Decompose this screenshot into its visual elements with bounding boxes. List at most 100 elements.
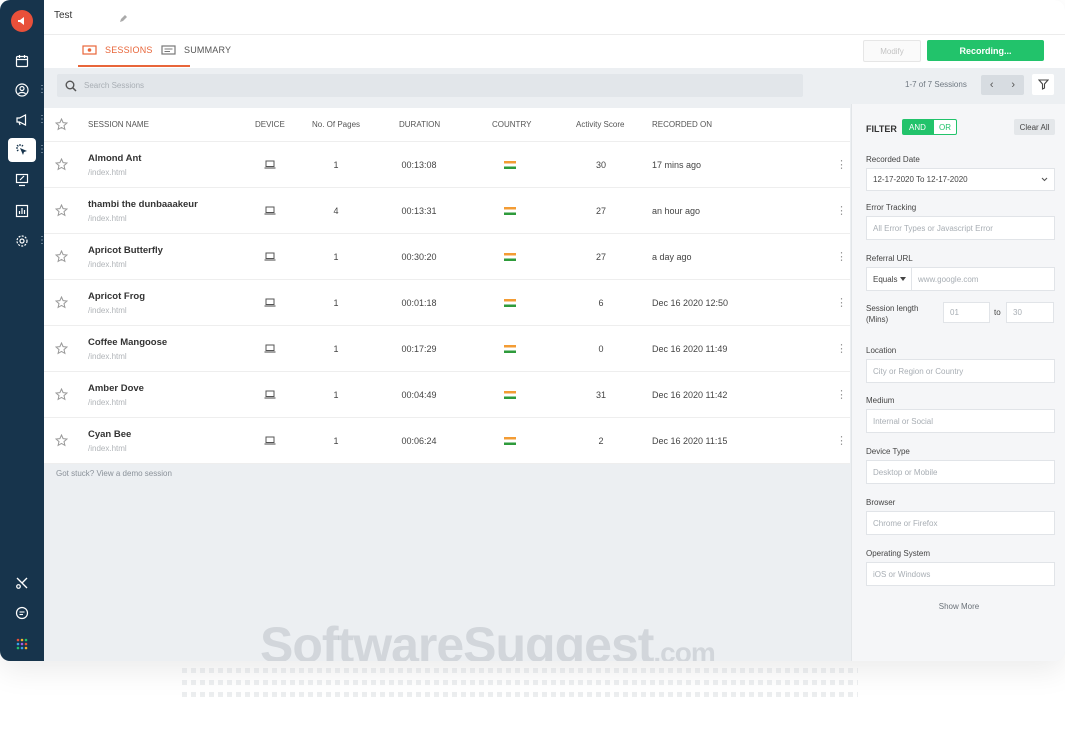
sidebar-item-apps[interactable] [8, 632, 36, 656]
medium-input[interactable]: Internal or Social [866, 409, 1055, 433]
star-icon[interactable] [55, 326, 68, 371]
sidebar-more-dots[interactable]: ⋮ [37, 84, 47, 95]
col-pages[interactable]: No. Of Pages [312, 120, 361, 129]
session-length-to[interactable]: 30 [1006, 302, 1054, 323]
sidebar-more-dots[interactable]: ⋮ [37, 144, 47, 155]
page-title[interactable]: Test [54, 10, 73, 21]
sidebar-item-screens[interactable] [8, 168, 36, 192]
activity-score: 27 [595, 205, 606, 216]
session-name-cell[interactable]: Amber Dove /index.html [88, 372, 144, 417]
row-menu-icon[interactable]: ⋮ [836, 205, 847, 217]
help-link[interactable]: Got stuck? View a demo session [56, 469, 172, 478]
search-input[interactable]: Search Sessions [84, 81, 145, 90]
session-name[interactable]: Coffee Mangoose [88, 336, 168, 348]
session-name-cell[interactable]: Apricot Butterfly /index.html [88, 234, 163, 279]
row-menu-icon[interactable]: ⋮ [836, 389, 847, 401]
country-flag-india-icon [498, 188, 522, 233]
sidebar-item-settings[interactable] [8, 229, 36, 253]
star-icon[interactable] [55, 142, 68, 187]
recorded-date-value: 12-17-2020 To 12-17-2020 [873, 175, 968, 184]
session-name[interactable]: Cyan Bee [88, 428, 132, 440]
row-menu-icon[interactable]: ⋮ [836, 435, 847, 447]
sidebar-item-users[interactable] [8, 78, 36, 102]
recorded-on: Dec 16 2020 12:50 [652, 297, 729, 308]
row-menu-icon[interactable]: ⋮ [836, 251, 847, 263]
edit-pencil-icon[interactable] [119, 10, 128, 28]
laptop-icon [262, 326, 278, 371]
duration: 00:04:49 [401, 389, 437, 400]
session-name[interactable]: Amber Dove [88, 382, 144, 394]
session-name[interactable]: Apricot Butterfly [88, 244, 163, 256]
laptop-icon [262, 142, 278, 187]
star-icon[interactable] [55, 280, 68, 325]
search-bar[interactable]: Search Sessions [57, 74, 803, 97]
session-name-cell[interactable]: Almond Ant /index.html [88, 142, 141, 187]
sidebar-more-dots[interactable]: ⋮ [37, 114, 47, 125]
session-count: 1-7 of 7 Sessions [905, 80, 967, 89]
sidebar-item-campaigns[interactable] [8, 108, 36, 132]
recorded-on: a day ago [652, 251, 692, 262]
sidebar-item-calendar[interactable] [8, 49, 36, 73]
col-device[interactable]: DEVICE [255, 120, 285, 129]
tab-sessions[interactable]: SESSIONS [82, 45, 153, 55]
laptop-icon [262, 280, 278, 325]
filter-or-toggle[interactable]: OR [933, 119, 957, 135]
session-name-cell[interactable]: Cyan Bee /index.html [88, 418, 131, 463]
star-icon[interactable] [55, 418, 68, 463]
recording-button[interactable]: Recording... [927, 40, 1044, 61]
device-type-input[interactable]: Desktop or Mobile [866, 460, 1055, 484]
sidebar-item-reports[interactable] [8, 199, 36, 223]
modify-button[interactable]: Modify [863, 40, 921, 62]
row-menu-icon[interactable]: ⋮ [836, 297, 847, 309]
country-flag-india-icon [498, 326, 522, 371]
star-icon[interactable] [55, 188, 68, 233]
filter-and-toggle[interactable]: AND [902, 119, 933, 135]
star-all-icon[interactable] [55, 108, 68, 141]
filter-funnel-icon [1037, 79, 1049, 90]
sidebar-more-dots[interactable]: ⋮ [37, 235, 47, 246]
session-name-cell[interactable]: Coffee Mangoose /index.html [88, 326, 167, 371]
star-icon[interactable] [55, 372, 68, 417]
session-length-from[interactable]: 01 [943, 302, 990, 323]
table-row[interactable]: Amber Dove /index.html 1 00:04:49 31 Dec… [44, 372, 850, 418]
col-duration[interactable]: DURATION [399, 120, 441, 129]
session-name[interactable]: Almond Ant [88, 152, 142, 164]
sidebar-item-feedback[interactable] [8, 601, 36, 625]
table-row[interactable]: Almond Ant /index.html 1 00:13:08 30 17 … [44, 142, 850, 188]
table-row[interactable]: Coffee Mangoose /index.html 1 00:17:29 0… [44, 326, 850, 372]
col-recorded-on[interactable]: RECORDED ON [652, 120, 713, 129]
filter-toggle-button[interactable] [1032, 74, 1054, 95]
col-session-name[interactable]: SESSION NAME [88, 120, 149, 129]
table-row[interactable]: Apricot Butterfly /index.html 1 00:30:20… [44, 234, 850, 280]
prev-page-button[interactable]: ‹ [989, 79, 994, 91]
brand-logo[interactable] [11, 10, 33, 32]
session-name[interactable]: thambi the dunbaaakeur [88, 198, 198, 210]
show-more-link[interactable]: Show More [938, 602, 980, 611]
table-row[interactable]: Cyan Bee /index.html 1 00:06:24 2 Dec 16… [44, 418, 850, 464]
tab-summary[interactable]: SUMMARY [161, 45, 231, 55]
os-input[interactable]: iOS or Windows [866, 562, 1055, 586]
next-page-button[interactable]: › [1011, 79, 1016, 91]
error-tracking-input[interactable]: All Error Types or Javascript Error [866, 216, 1055, 240]
duration: 00:30:20 [401, 251, 437, 262]
session-name-cell[interactable]: thambi the dunbaaakeur /index.html [88, 188, 198, 233]
referral-url-input[interactable]: www.google.com [911, 267, 1055, 291]
location-input[interactable]: City or Region or Country [866, 359, 1055, 383]
referral-operator-select[interactable]: Equals [866, 267, 914, 291]
star-icon[interactable] [55, 234, 68, 279]
sidebar-item-recordings[interactable] [8, 138, 36, 162]
row-menu-icon[interactable]: ⋮ [836, 159, 847, 171]
col-activity-score[interactable]: Activity Score [576, 120, 625, 129]
tab-sessions-label: SESSIONS [105, 45, 153, 55]
recorded-date-select[interactable]: 12-17-2020 To 12-17-2020 [866, 168, 1055, 191]
session-name-cell[interactable]: Apricot Frog /index.html [88, 280, 145, 325]
session-name[interactable]: Apricot Frog [88, 290, 145, 302]
col-country[interactable]: COUNTRY [492, 120, 532, 129]
sidebar-item-integrations[interactable] [8, 571, 36, 595]
row-menu-icon[interactable]: ⋮ [836, 343, 847, 355]
clear-all-button[interactable]: Clear All [1014, 119, 1055, 135]
table-row[interactable]: thambi the dunbaaakeur /index.html 4 00:… [44, 188, 850, 234]
table-row[interactable]: Apricot Frog /index.html 1 00:01:18 6 De… [44, 280, 850, 326]
pages-count: 1 [333, 159, 339, 170]
browser-input[interactable]: Chrome or Firefox [866, 511, 1055, 535]
